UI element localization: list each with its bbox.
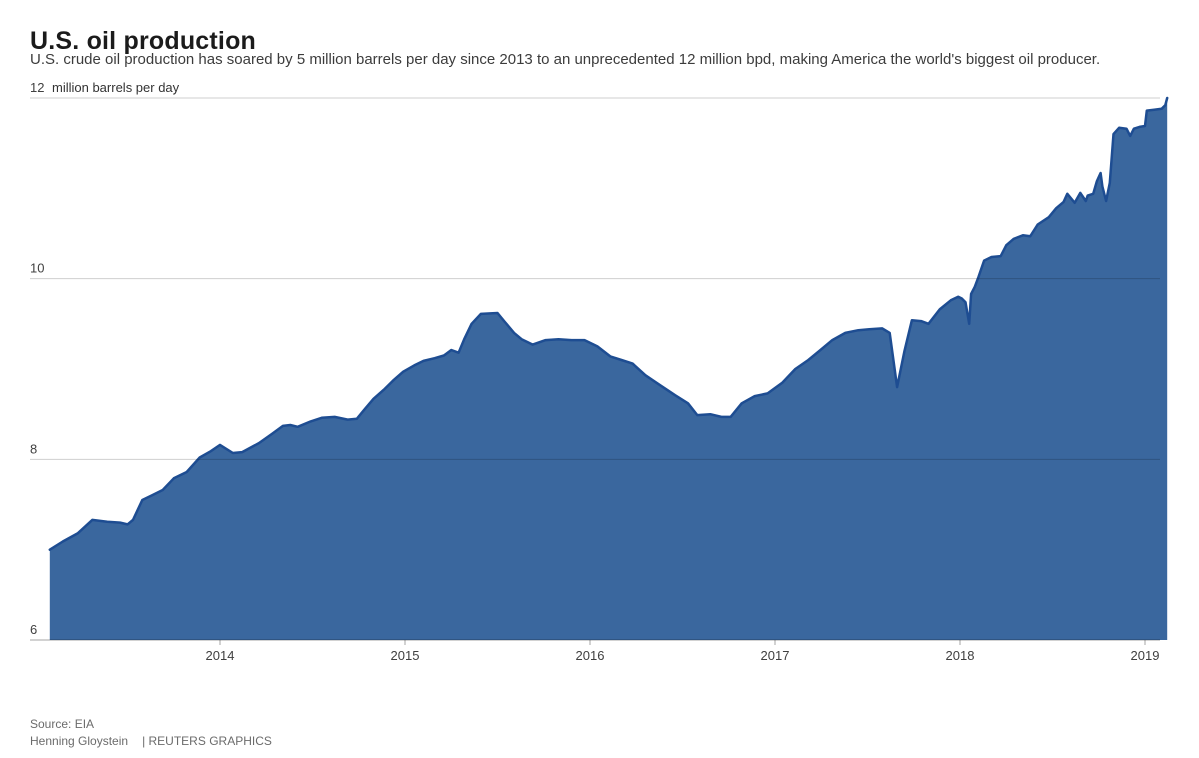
area-top-line — [48, 96, 1169, 551]
y-axis-unit-label: million barrels per day — [52, 80, 180, 95]
y-tick-label-12: 12 — [30, 80, 44, 95]
x-tick-label-2014: 2014 — [206, 648, 235, 663]
y-grid: 6 8 10 12 million barrels per day — [30, 80, 1160, 641]
x-axis: 2014 2015 2016 2017 2018 2019 — [206, 640, 1160, 663]
source-note: Source: EIA — [30, 717, 95, 731]
y-tick-label-10: 10 — [30, 261, 44, 276]
chart-footer: Source: EIA Henning Gloystein | REUTERS G… — [30, 716, 272, 750]
y-tick-label-6: 6 — [30, 622, 37, 637]
byline-row: Henning Gloystein | REUTERS GRAPHICS — [30, 733, 272, 750]
x-tick-label-2019: 2019 — [1131, 648, 1160, 663]
production-series — [48, 96, 1169, 640]
y-tick-label-8: 8 — [30, 441, 37, 456]
x-tick-label-2016: 2016 — [576, 648, 605, 663]
x-tick-label-2018: 2018 — [946, 648, 975, 663]
x-tick-label-2015: 2015 — [391, 648, 420, 663]
byline-author: Henning Gloystein — [30, 734, 129, 748]
x-tick-label-2017: 2017 — [761, 648, 790, 663]
area-fill — [49, 98, 1168, 640]
page-title: U.S. oil production — [30, 26, 257, 55]
chart-subtitle: U.S. crude oil production has soared by … — [30, 51, 1101, 68]
reuters-graphics-credit: | REUTERS GRAPHICS — [142, 734, 272, 748]
